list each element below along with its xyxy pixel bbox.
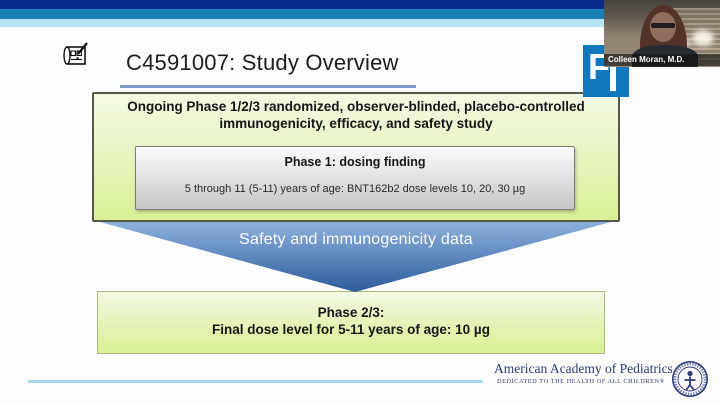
funnel-arrow: Safety and immunogenicity data (92, 222, 620, 294)
slide-title: C4591007: Study Overview (126, 50, 399, 75)
phase23-line2: Final dose level for 5-11 years of age: … (212, 322, 490, 337)
study-overview-line2: immunogenicity, efficacy, and safety stu… (219, 116, 493, 131)
phase1-box: Phase 1: dosing finding 5 through 11 (5-… (135, 146, 575, 210)
aap-org-name: American Academy of Pediatrics (494, 361, 673, 376)
banner-bar-navy (0, 0, 720, 9)
title-underline (120, 85, 416, 88)
participant-glasses (651, 23, 675, 28)
sponsor-logo-letter-stem (610, 57, 616, 91)
footer-divider-line (28, 380, 483, 383)
banner-bar-pale (0, 19, 720, 27)
participant-name-label: Colleen Moran, M.D. (604, 54, 720, 66)
phase1-title: Phase 1: dosing finding (284, 155, 426, 169)
window-light (692, 30, 714, 46)
protocol-form-pencil-icon (60, 41, 90, 71)
aap-seal-icon (671, 360, 709, 398)
banner-bar-steel (0, 9, 720, 19)
study-overview-line1: Ongoing Phase 1/2/3 randomized, observer… (127, 99, 585, 114)
triangle-down-icon (100, 222, 611, 292)
phase23-box: Phase 2/3: Final dose level for 5-11 yea… (97, 291, 605, 354)
arrow-label: Safety and immunogenicity data (239, 231, 473, 248)
study-overview-box: Ongoing Phase 1/2/3 randomized, observer… (92, 92, 620, 222)
phase1-detail: 5 through 11 (5-11) years of age: BNT162… (184, 183, 526, 195)
webcam-tile[interactable]: Colleen Moran, M.D. (604, 0, 720, 67)
phase23-line1: Phase 2/3: (317, 305, 385, 320)
aap-tagline: DEDICATED TO THE HEALTH OF ALL CHILDREN® (497, 378, 665, 385)
